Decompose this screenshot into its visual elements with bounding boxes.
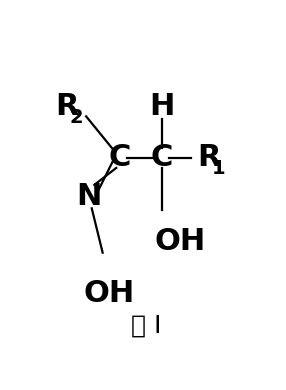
- Text: OH: OH: [154, 227, 205, 257]
- Text: OH: OH: [83, 278, 134, 308]
- Text: R: R: [55, 92, 79, 121]
- Text: 2: 2: [70, 108, 84, 127]
- Text: N: N: [76, 183, 102, 211]
- Text: R: R: [197, 144, 221, 172]
- Text: C: C: [151, 144, 173, 172]
- Text: H: H: [149, 92, 175, 121]
- Text: 式 I: 式 I: [131, 314, 162, 338]
- Text: 1: 1: [212, 159, 225, 178]
- Text: C: C: [109, 144, 131, 172]
